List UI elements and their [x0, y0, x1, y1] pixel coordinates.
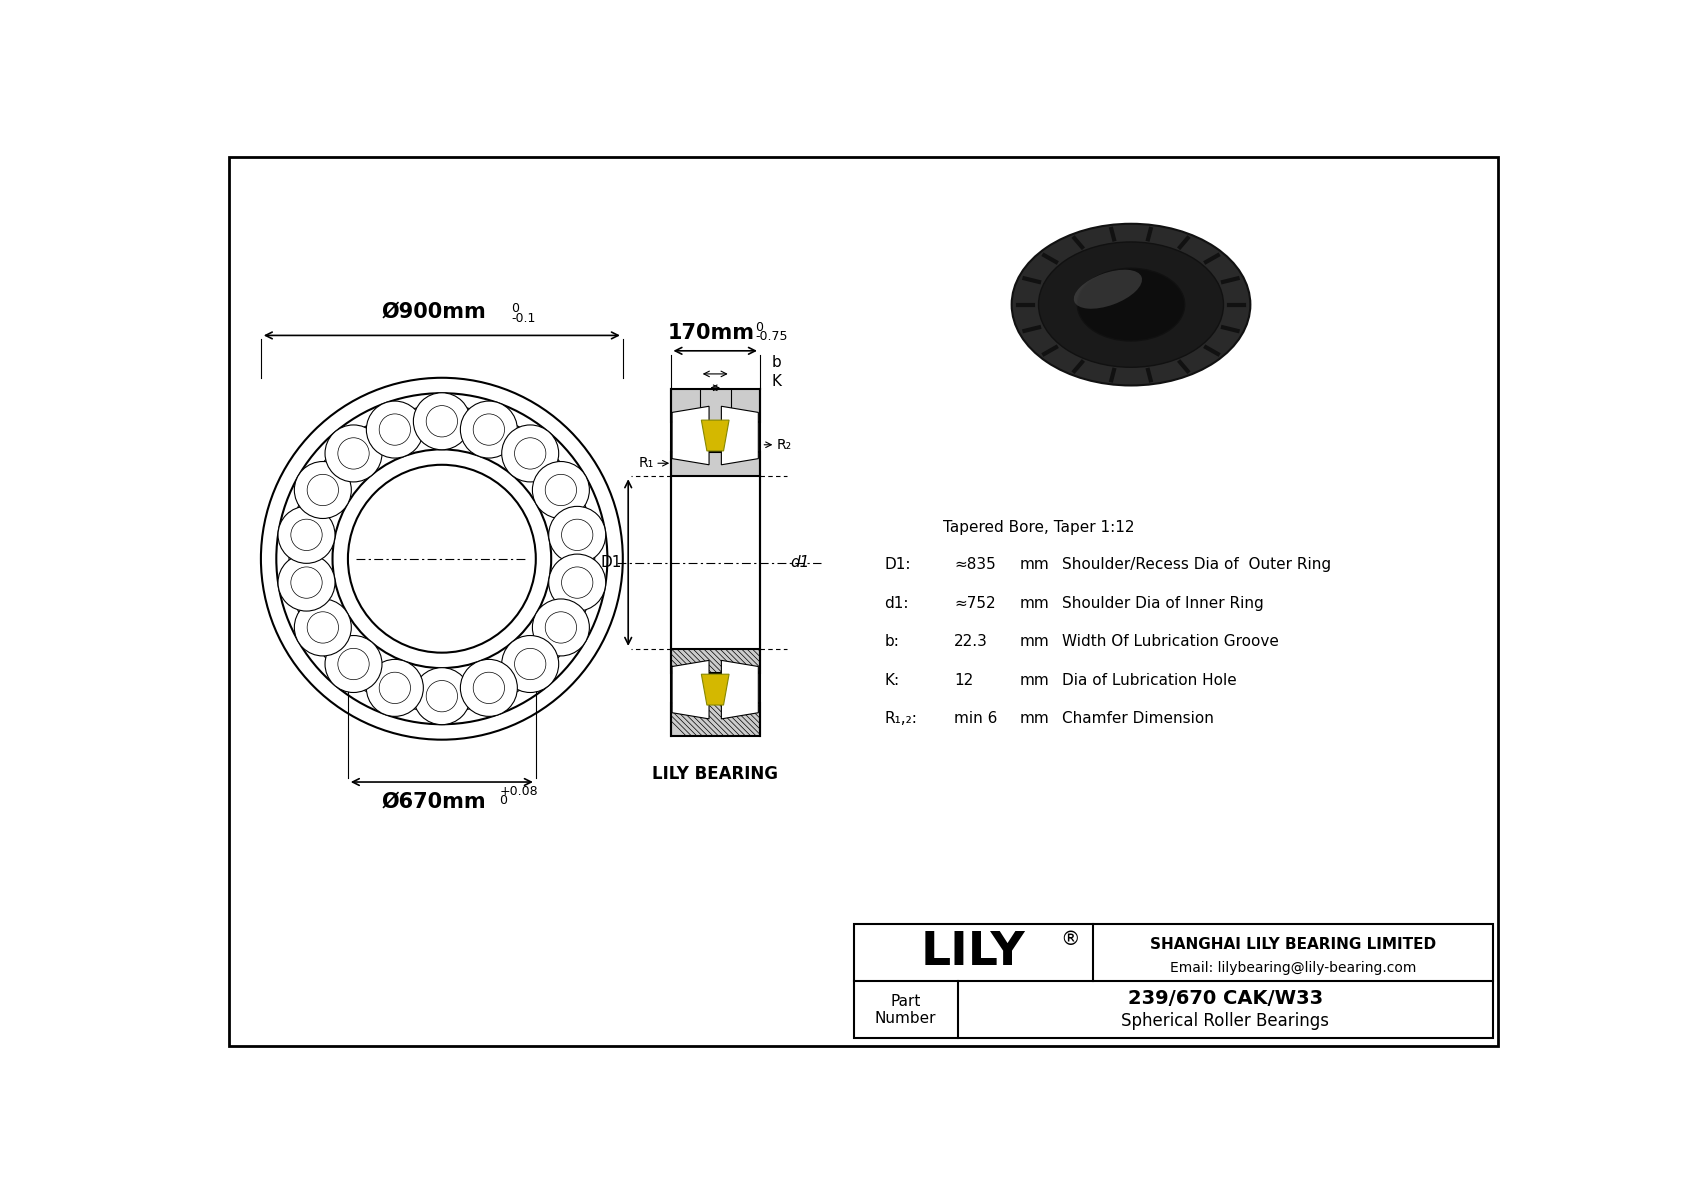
Text: 239/670 CAK/W33: 239/670 CAK/W33 [1128, 989, 1324, 1008]
Text: 0: 0 [512, 303, 519, 316]
Circle shape [502, 425, 559, 482]
Text: Ø670mm: Ø670mm [382, 791, 487, 811]
Text: mm: mm [1019, 557, 1049, 572]
Text: 0: 0 [500, 793, 507, 806]
Text: 170mm: 170mm [669, 323, 754, 343]
Text: ≈835: ≈835 [953, 557, 995, 572]
Circle shape [413, 393, 470, 450]
Text: 0: 0 [754, 320, 763, 333]
Text: -0.75: -0.75 [754, 330, 788, 343]
Text: mm: mm [1019, 596, 1049, 611]
Text: ≈752: ≈752 [953, 596, 995, 611]
Circle shape [367, 660, 423, 716]
Text: b: b [771, 355, 781, 370]
Circle shape [325, 636, 382, 692]
Circle shape [295, 461, 352, 518]
Text: mm: mm [1019, 634, 1049, 649]
Text: LILY: LILY [921, 930, 1026, 975]
Text: Chamfer Dimension: Chamfer Dimension [1061, 711, 1214, 727]
Text: K:: K: [884, 673, 899, 687]
Polygon shape [670, 451, 759, 476]
Text: Email: lilybearing@lily-bearing.com: Email: lilybearing@lily-bearing.com [1169, 961, 1416, 974]
Polygon shape [701, 674, 729, 705]
Polygon shape [670, 649, 759, 673]
Text: Ø900mm: Ø900mm [382, 301, 487, 322]
Polygon shape [670, 704, 759, 736]
Text: Width Of Lubrication Groove: Width Of Lubrication Groove [1061, 634, 1278, 649]
Polygon shape [672, 660, 709, 719]
Text: LILY BEARING: LILY BEARING [652, 765, 778, 782]
Circle shape [278, 554, 335, 611]
Circle shape [460, 401, 517, 459]
Text: +0.08: +0.08 [500, 785, 539, 798]
Circle shape [278, 506, 335, 563]
Text: 22.3: 22.3 [953, 634, 989, 649]
Text: min 6: min 6 [953, 711, 997, 727]
Ellipse shape [1039, 242, 1224, 367]
Ellipse shape [1078, 268, 1186, 341]
Circle shape [295, 599, 352, 656]
Text: ®: ® [1061, 930, 1079, 948]
Circle shape [549, 554, 606, 611]
Text: SHANGHAI LILY BEARING LIMITED: SHANGHAI LILY BEARING LIMITED [1150, 937, 1436, 953]
Circle shape [325, 425, 382, 482]
Text: D1: D1 [601, 555, 621, 570]
Text: Spherical Roller Bearings: Spherical Roller Bearings [1122, 1012, 1329, 1030]
Text: D1:: D1: [884, 557, 911, 572]
Polygon shape [721, 406, 758, 464]
Bar [854, 924, 1494, 1039]
Text: R₂: R₂ [776, 438, 791, 451]
Circle shape [502, 636, 559, 692]
Circle shape [532, 599, 589, 656]
Text: Shoulder/Recess Dia of  Outer Ring: Shoulder/Recess Dia of Outer Ring [1061, 557, 1330, 572]
Circle shape [460, 660, 517, 716]
Text: mm: mm [1019, 711, 1049, 727]
Text: Shoulder Dia of Inner Ring: Shoulder Dia of Inner Ring [1061, 596, 1263, 611]
Text: d1: d1 [791, 555, 810, 570]
Circle shape [367, 401, 423, 459]
Ellipse shape [1074, 269, 1142, 308]
Text: R₁,₂:: R₁,₂: [884, 711, 918, 727]
Text: b:: b: [884, 634, 899, 649]
Polygon shape [701, 420, 729, 451]
Text: Tapered Bore, Taper 1:12: Tapered Bore, Taper 1:12 [943, 520, 1135, 535]
Circle shape [413, 668, 470, 724]
Text: 12: 12 [953, 673, 973, 687]
Text: Part
Number: Part Number [874, 993, 936, 1027]
Polygon shape [672, 406, 709, 464]
Text: Dia of Lubrication Hole: Dia of Lubrication Hole [1061, 673, 1236, 687]
Text: d1:: d1: [884, 596, 909, 611]
Text: K: K [771, 374, 781, 389]
Circle shape [532, 461, 589, 518]
Text: -0.1: -0.1 [512, 312, 536, 325]
Text: R₁: R₁ [638, 456, 653, 470]
Ellipse shape [1012, 224, 1250, 386]
Polygon shape [670, 389, 759, 422]
Circle shape [549, 506, 606, 563]
Polygon shape [721, 660, 758, 719]
Text: mm: mm [1019, 673, 1049, 687]
